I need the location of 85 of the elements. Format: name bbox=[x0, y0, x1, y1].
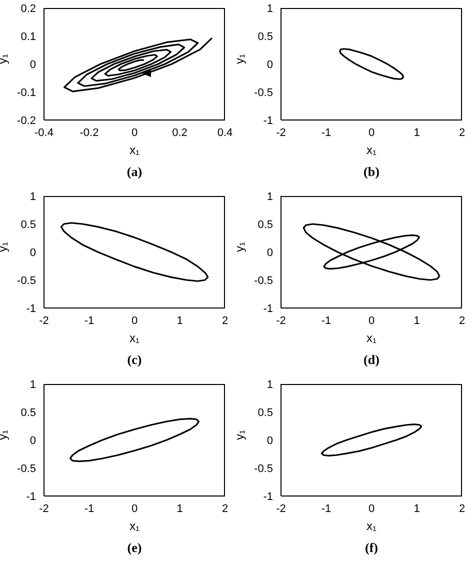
line-series bbox=[302, 223, 440, 281]
y-tick-label: 0 bbox=[30, 58, 36, 71]
x-tick-label: -1 bbox=[84, 502, 94, 515]
y-tick-label: 0.5 bbox=[258, 30, 273, 43]
x-tick-label: 0 bbox=[368, 314, 375, 327]
x-tick-label: 0 bbox=[131, 314, 138, 327]
y-axis-title: y₁ bbox=[0, 54, 10, 64]
y-tick-label: 0.5 bbox=[20, 218, 36, 231]
x-tick-label: -2 bbox=[276, 502, 286, 515]
x-tick-label: -0.4 bbox=[34, 126, 54, 139]
y-tick-label: -0.5 bbox=[254, 86, 273, 99]
text: (a) bbox=[126, 164, 144, 180]
x-tick-label: 2 bbox=[222, 314, 228, 327]
y-tick-label: 1 bbox=[30, 190, 36, 203]
x-tick-label: 1 bbox=[414, 502, 420, 515]
y-axis-title: y₁ bbox=[232, 430, 246, 440]
x-tick-label: 0.2 bbox=[172, 126, 188, 139]
y-tick-label: -0.5 bbox=[17, 462, 36, 475]
y-tick-label: -1 bbox=[26, 490, 36, 503]
x-tick-label: 0.4 bbox=[217, 126, 233, 139]
text: (f) bbox=[364, 540, 379, 556]
y-tick-label: -1 bbox=[263, 114, 273, 127]
x-tick-label: 1 bbox=[414, 126, 420, 139]
x-axis-title: x₁ bbox=[366, 143, 377, 157]
x-tick-label: 0 bbox=[131, 126, 138, 139]
x-tick-label: 1 bbox=[176, 314, 183, 327]
x-tick-label: 2 bbox=[222, 502, 228, 515]
y-tick-label: -1 bbox=[26, 302, 36, 315]
y-tick-label: -0.2 bbox=[17, 114, 36, 127]
y-axis-title: y₁ bbox=[0, 430, 10, 440]
y-tick-label: 0.1 bbox=[20, 30, 36, 43]
y-tick-label: 0.2 bbox=[20, 2, 36, 15]
text: (c) bbox=[126, 352, 143, 368]
x-tick-label: -1 bbox=[84, 314, 94, 327]
y-axis-title: y₁ bbox=[232, 54, 246, 64]
y-tick-label: -0.1 bbox=[17, 86, 36, 99]
x-tick-label: 0 bbox=[368, 502, 375, 515]
y-tick-label: 1 bbox=[266, 190, 273, 203]
y-tick-label: -0.5 bbox=[254, 462, 273, 475]
x-tick-label: -1 bbox=[321, 126, 332, 139]
x-tick-label: 0 bbox=[131, 502, 138, 515]
x-tick-label: 2 bbox=[458, 126, 466, 139]
x-tick-label: -2 bbox=[276, 126, 286, 139]
y-tick-label: 0 bbox=[30, 246, 36, 259]
y-tick-label: -0.5 bbox=[17, 274, 36, 287]
line-series bbox=[64, 38, 212, 92]
x-tick-label: -2 bbox=[39, 314, 49, 327]
text: (b) bbox=[362, 164, 380, 180]
x-tick-label: -0.2 bbox=[80, 126, 99, 139]
x-tick-label: 1 bbox=[176, 502, 183, 515]
x-tick-label: -1 bbox=[321, 314, 332, 327]
x-axis-title: x₁ bbox=[129, 519, 140, 533]
y-tick-label: -0.5 bbox=[254, 274, 273, 287]
y-tick-label: 1 bbox=[266, 378, 273, 391]
text: (e) bbox=[126, 540, 143, 556]
y-tick-label: 0 bbox=[266, 246, 273, 259]
x-tick-label: -1 bbox=[321, 502, 332, 515]
y-tick-label: 0.5 bbox=[258, 406, 273, 419]
line-series bbox=[339, 48, 404, 80]
y-axis-title: y₁ bbox=[232, 242, 246, 252]
y-tick-label: 0.5 bbox=[258, 218, 273, 231]
y-tick-label: 1 bbox=[266, 2, 273, 15]
line-series bbox=[69, 418, 200, 462]
x-tick-label: 1 bbox=[414, 314, 420, 327]
x-tick-label: 0 bbox=[368, 126, 375, 139]
x-axis-title: x₁ bbox=[129, 143, 140, 157]
x-tick-label: -2 bbox=[39, 502, 49, 515]
y-tick-label: 0 bbox=[266, 58, 273, 71]
x-axis-title: x₁ bbox=[366, 519, 377, 533]
x-axis-title: x₁ bbox=[129, 331, 140, 345]
x-tick-label: -2 bbox=[276, 314, 286, 327]
line-series bbox=[320, 424, 422, 456]
y-tick-label: 0 bbox=[30, 434, 36, 447]
y-axis-title: y₁ bbox=[0, 242, 10, 252]
line-series bbox=[323, 234, 420, 270]
x-tick-label: 2 bbox=[458, 502, 466, 515]
y-tick-label: -1 bbox=[263, 302, 273, 315]
x-tick-label: 2 bbox=[458, 314, 466, 327]
y-tick-label: 1 bbox=[30, 378, 36, 391]
text: (d) bbox=[362, 352, 380, 368]
y-tick-label: 0 bbox=[266, 434, 273, 447]
y-tick-label: 0.5 bbox=[20, 406, 36, 419]
line-series bbox=[60, 222, 209, 282]
x-axis-title: x₁ bbox=[366, 331, 377, 345]
y-tick-label: -1 bbox=[263, 490, 273, 503]
